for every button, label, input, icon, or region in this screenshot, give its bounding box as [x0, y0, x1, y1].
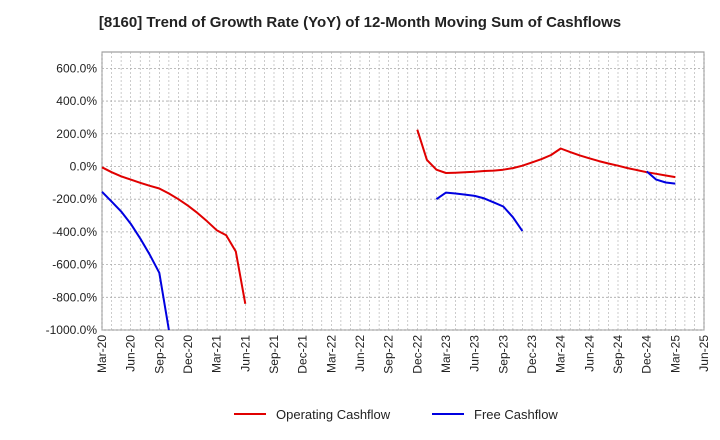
legend-label: Operating Cashflow: [276, 407, 391, 422]
x-tick-label: Jun-23: [468, 335, 482, 372]
x-tick-label: Sep-21: [267, 335, 281, 374]
x-tick-label: Sep-24: [611, 335, 625, 374]
y-tick-label: 0.0%: [70, 159, 98, 173]
legend-label: Free Cashflow: [474, 407, 558, 422]
x-tick-label: Dec-21: [296, 335, 310, 374]
y-tick-label: 200.0%: [56, 127, 97, 141]
y-tick-label: -400.0%: [52, 225, 97, 239]
series-line-segment: [416, 129, 676, 179]
series-line-segment: [435, 191, 524, 232]
y-tick-label: 400.0%: [56, 94, 97, 108]
x-tick-label: Mar-21: [210, 335, 224, 373]
series-line-segment: [646, 170, 676, 185]
plot-area: [101, 51, 705, 331]
grid-layer: [101, 52, 705, 331]
x-axis: Mar-20 Jun-20 Sep-20 Dec-20 Mar-21 Jun-21 Sep-…: [95, 335, 711, 374]
x-tick-label: Dec-24: [640, 335, 654, 374]
y-tick-label: -600.0%: [52, 258, 97, 272]
y-tick-label: -800.0%: [52, 290, 97, 304]
legend: Operating Cashflow Free Cashflow: [234, 407, 558, 422]
x-tick-label: Dec-23: [525, 335, 539, 374]
x-tick-label: Sep-20: [152, 335, 166, 374]
x-tick-label: Dec-22: [410, 335, 424, 374]
x-tick-label: Jun-25: [697, 335, 711, 372]
y-tick-label: 600.0%: [56, 61, 97, 75]
y-tick-label: -1000.0%: [46, 323, 98, 337]
x-tick-label: Jun-21: [238, 335, 252, 372]
x-tick-label: Mar-22: [324, 335, 338, 373]
y-tick-label: -200.0%: [52, 192, 97, 206]
x-tick-label: Mar-25: [668, 335, 682, 373]
x-tick-label: Mar-23: [439, 335, 453, 373]
x-tick-label: Dec-20: [181, 335, 195, 374]
series-line-segment: [101, 166, 247, 304]
x-tick-label: Jun-24: [582, 335, 596, 372]
y-axis: 600.0% 400.0% 200.0% 0.0% -200.0% -400.0% -600…: [46, 61, 98, 337]
x-tick-label: Jun-22: [353, 335, 367, 372]
series-layer: [101, 129, 676, 331]
x-tick-label: Mar-24: [554, 335, 568, 373]
series-operating-cashflow: [101, 129, 676, 304]
x-tick-label: Jun-20: [124, 335, 138, 372]
chart-title: [8160] Trend of Growth Rate (YoY) of 12-…: [98, 14, 622, 31]
x-tick-label: Mar-20: [95, 335, 109, 373]
x-tick-label: Sep-22: [382, 335, 396, 374]
series-line-segment: [101, 191, 170, 331]
x-tick-label: Sep-23: [496, 335, 510, 374]
series-free-cashflow: [101, 170, 676, 331]
